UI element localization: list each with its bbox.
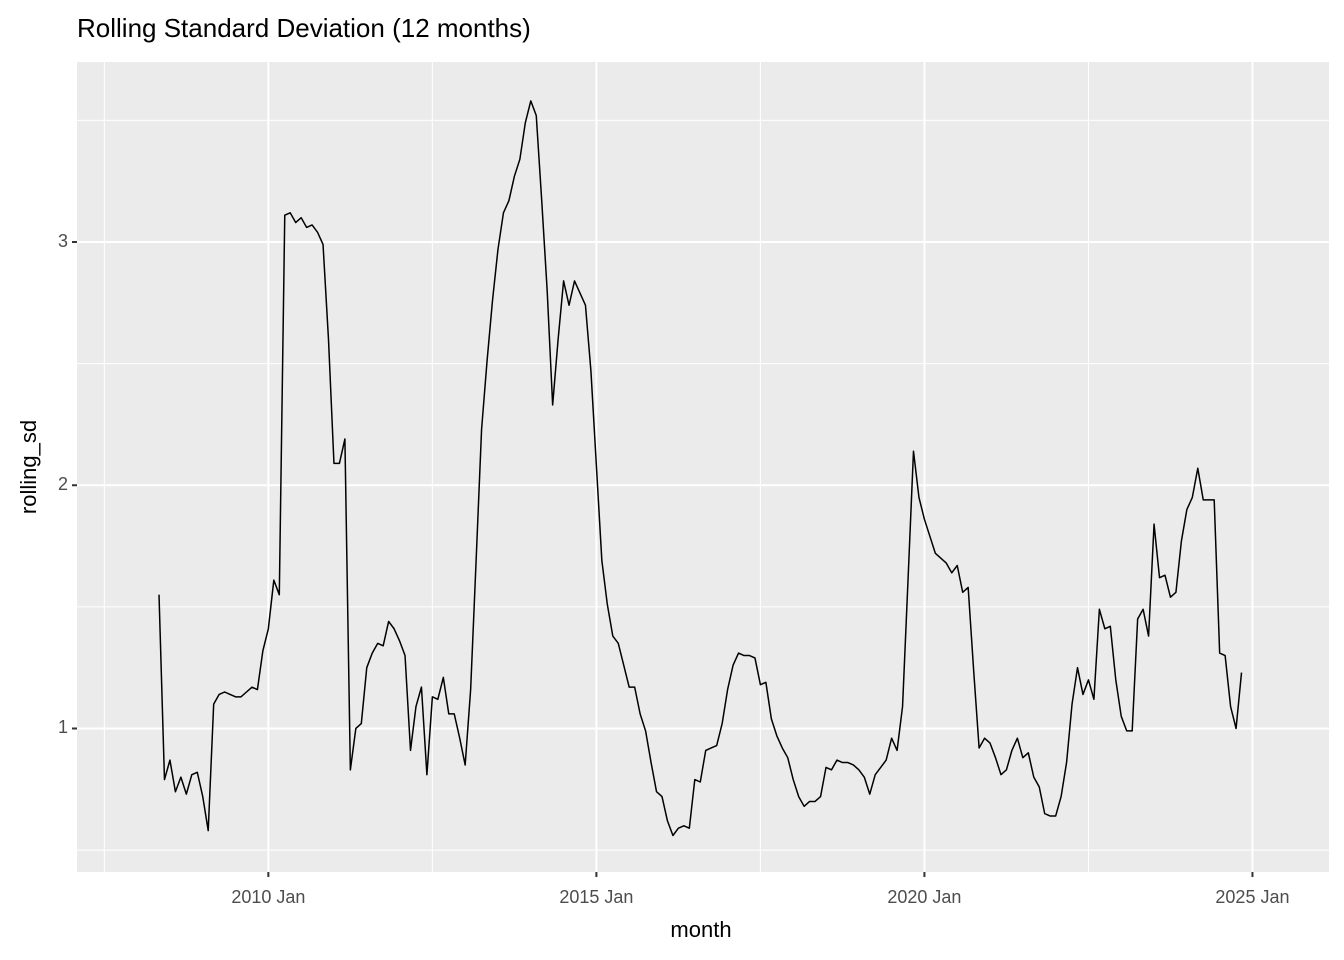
x-axis-title: month [670, 917, 731, 942]
x-tick-label: 2025 Jan [1215, 887, 1289, 907]
x-tick-label: 2015 Jan [559, 887, 633, 907]
y-tick-label: 2 [58, 474, 68, 494]
y-axis-title: rolling_sd [16, 420, 41, 514]
chart-title: Rolling Standard Deviation (12 months) [77, 13, 531, 43]
panel [77, 62, 1329, 872]
x-tick-label: 2020 Jan [887, 887, 961, 907]
y-tick-label: 3 [58, 231, 68, 251]
y-tick-label: 1 [58, 717, 68, 737]
x-tick-label: 2010 Jan [231, 887, 305, 907]
line [158, 100, 1243, 837]
